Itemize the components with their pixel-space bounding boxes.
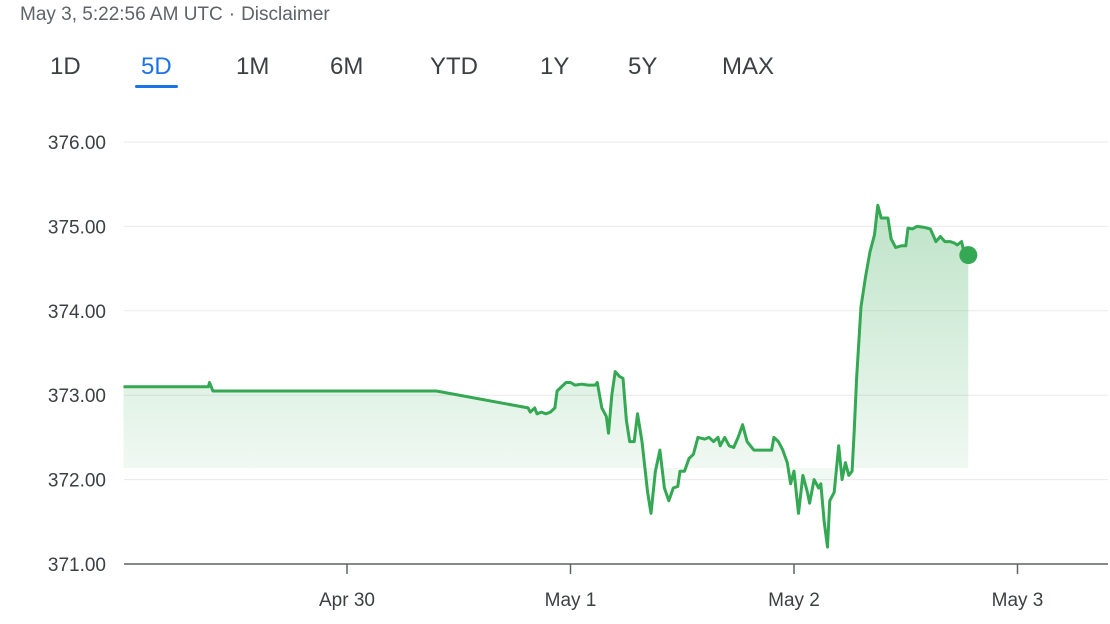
separator: ·	[228, 4, 236, 25]
tab-1m[interactable]: 1M	[236, 53, 270, 80]
y-tick-label: 375.00	[48, 217, 106, 238]
tab-5y[interactable]: 5Y	[628, 53, 658, 80]
y-axis-labels: 376.00 375.00 374.00 373.00 372.00 371.00	[48, 133, 106, 576]
range-tabs: 1D 5D 1M 6M YTD 1Y 5Y MAX	[28, 50, 828, 92]
y-tick-label: 374.00	[48, 302, 106, 323]
tab-ytd[interactable]: YTD	[430, 53, 478, 80]
last-price-dot	[959, 246, 978, 265]
tab-6m[interactable]: 6M	[330, 53, 364, 80]
y-tick-label: 376.00	[48, 133, 106, 154]
tab-5d[interactable]: 5D	[133, 50, 180, 88]
timestamp: May 3, 5:22:56 AM UTC	[20, 4, 223, 25]
tab-1d[interactable]: 1D	[50, 53, 81, 80]
y-tick-label: 373.00	[48, 386, 106, 407]
x-tick-label: May 2	[768, 590, 820, 611]
x-axis: Apr 30 May 1 May 2 May 3	[124, 563, 1108, 611]
disclaimer-link[interactable]: Disclaimer	[241, 4, 330, 25]
price-line	[123, 203, 970, 549]
x-tick-label: May 3	[992, 590, 1044, 611]
y-tick-label: 372.00	[48, 471, 106, 492]
y-tick-label: 371.00	[48, 555, 106, 576]
price-area-fill	[123, 205, 969, 548]
tab-1y[interactable]: 1Y	[540, 53, 570, 80]
x-tick-label: Apr 30	[319, 590, 375, 611]
tab-max[interactable]: MAX	[722, 53, 775, 80]
chart-header: May 3, 5:22:56 AM UTC · Disclaimer	[20, 4, 330, 26]
x-tick-label: May 1	[545, 590, 597, 611]
